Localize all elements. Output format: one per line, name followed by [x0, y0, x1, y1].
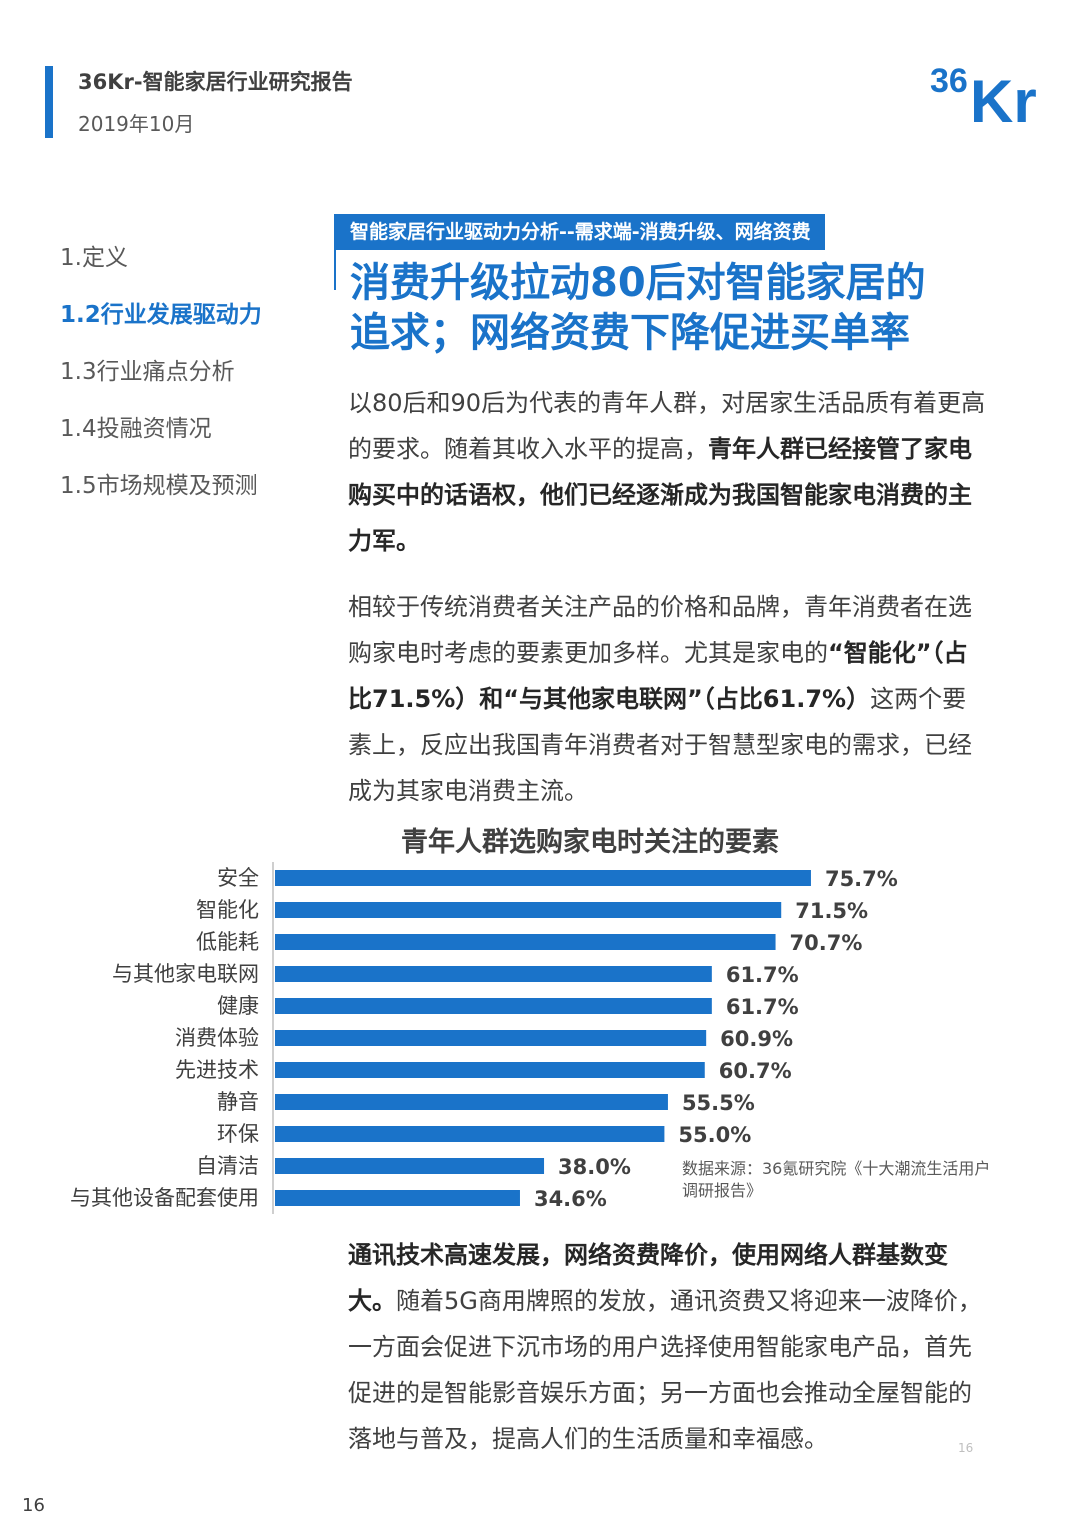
value-label: 60.9%: [720, 1027, 793, 1051]
bar: [275, 870, 811, 886]
value-label: 71.5%: [795, 899, 868, 923]
section-tag: 智能家居行业驱动力分析--需求端-消费升级、网络资费: [336, 214, 825, 250]
paragraph-2-text-cont: 这两个要素上，反应出我国青年消费者对于智慧型家电的需求，已经成为其家电消费主流。: [348, 685, 972, 805]
source-note: 数据来源：36氪研究院《十大潮流生活用户调研报告》: [682, 1159, 991, 1200]
header-accent-bar: [45, 66, 53, 138]
chart-title: 青年人群选购家电时关注的要素: [401, 827, 779, 858]
nav-item-definition[interactable]: 1.定义: [60, 245, 128, 271]
svg-text:Kr: Kr: [970, 68, 1037, 126]
paragraph-1-text: 以80后和90后为代表的青年人群，对居家生活品质有着更高的要求。随着其收入水平的…: [348, 389, 986, 463]
bar: [275, 1126, 665, 1142]
value-label: 34.6%: [534, 1187, 607, 1211]
headline: 消费升级拉动80后对智能家居的 追求；网络资费下降促进买单率: [350, 258, 1050, 358]
value-label: 61.7%: [726, 963, 799, 987]
paragraph-3-emphasis: 通讯技术高速发展，网络资费降价，使用网络人群基数变大。: [348, 1241, 948, 1315]
paragraph-3-text: 随着5G商用牌照的发放，通讯资费又将迎来一波降价，一方面会促进下沉市场的用户选择…: [348, 1287, 982, 1453]
report-date: 2019年10月: [78, 112, 195, 136]
category-label: 安全: [217, 866, 259, 890]
bar: [275, 998, 712, 1014]
category-label: 健康: [217, 994, 259, 1018]
value-label: 55.5%: [682, 1091, 755, 1115]
bar: [275, 902, 782, 918]
svg-text:36: 36: [930, 62, 968, 100]
nav-item-drivers[interactable]: 1.2行业发展驱动力: [60, 302, 262, 328]
bar: [275, 1158, 545, 1174]
category-label: 先进技术: [175, 1058, 259, 1082]
headline-line-1: 消费升级拉动80后对智能家居的: [350, 260, 926, 306]
category-label: 消费体验: [175, 1026, 259, 1050]
bar: [275, 1094, 668, 1110]
value-label: 61.7%: [726, 995, 799, 1019]
bar: [275, 1190, 520, 1206]
category-label: 环保: [217, 1122, 259, 1146]
value-label: 70.7%: [790, 931, 863, 955]
section-rule: [334, 214, 336, 290]
paragraph-1: 以80后和90后为代表的青年人群，对居家生活品质有着更高的要求。随着其收入水平的…: [348, 380, 988, 564]
nav-item-market-size[interactable]: 1.5市场规模及预测: [60, 473, 258, 499]
paragraph-3: 通讯技术高速发展，网络资费降价，使用网络人群基数变大。随着5G商用牌照的发放，通…: [348, 1232, 988, 1462]
category-label: 静音: [217, 1090, 259, 1114]
paragraph-2-text: 相较于传统消费者关注产品的价格和品牌，青年消费者在选购家电时考虑的要素更加多样。…: [348, 593, 972, 667]
page-number-small: 16: [958, 1441, 974, 1455]
category-label: 自清洁: [196, 1154, 259, 1178]
nav-item-investment[interactable]: 1.4投融资情况: [60, 416, 212, 442]
nav-item-pain-points[interactable]: 1.3行业痛点分析: [60, 359, 235, 385]
bar: [275, 966, 712, 982]
paragraph-2-emphasis: “智能化”（占比71.5%）和“与其他家电联网”（占比61.7%）: [348, 639, 968, 713]
bar-chart: 安全 75.7% 智能化 71.5% 低能耗 70.7% 与其他家电联网 61.7% 健康 61.…: [70, 862, 898, 1214]
paragraph-2: 相较于传统消费者关注产品的价格和品牌，青年消费者在选购家电时考虑的要素更加多样。…: [348, 584, 988, 814]
category-label: 与其他家电联网: [112, 962, 259, 986]
36kr-logo: 36 Kr: [930, 62, 1037, 126]
bar: [275, 1030, 707, 1046]
headline-line-2: 追求；网络资费下降促进买单率: [350, 310, 910, 356]
category-label: 低能耗: [196, 930, 259, 954]
category-label: 智能化: [196, 898, 259, 922]
page-number: 16: [22, 1495, 45, 1516]
bar: [275, 934, 776, 950]
value-label: 60.7%: [719, 1059, 792, 1083]
bar: [275, 1062, 705, 1078]
value-label: 38.0%: [558, 1155, 631, 1179]
category-label: 与其他设备配套使用: [70, 1186, 259, 1210]
report-title: 36Kr-智能家居行业研究报告: [78, 70, 353, 94]
value-label: 55.0%: [678, 1123, 751, 1147]
value-label: 75.7%: [825, 867, 898, 891]
paragraph-1-emphasis: 青年人群已经接管了家电购买中的话语权，他们已经逐渐成为我国智能家电消费的主力军。: [348, 435, 972, 555]
